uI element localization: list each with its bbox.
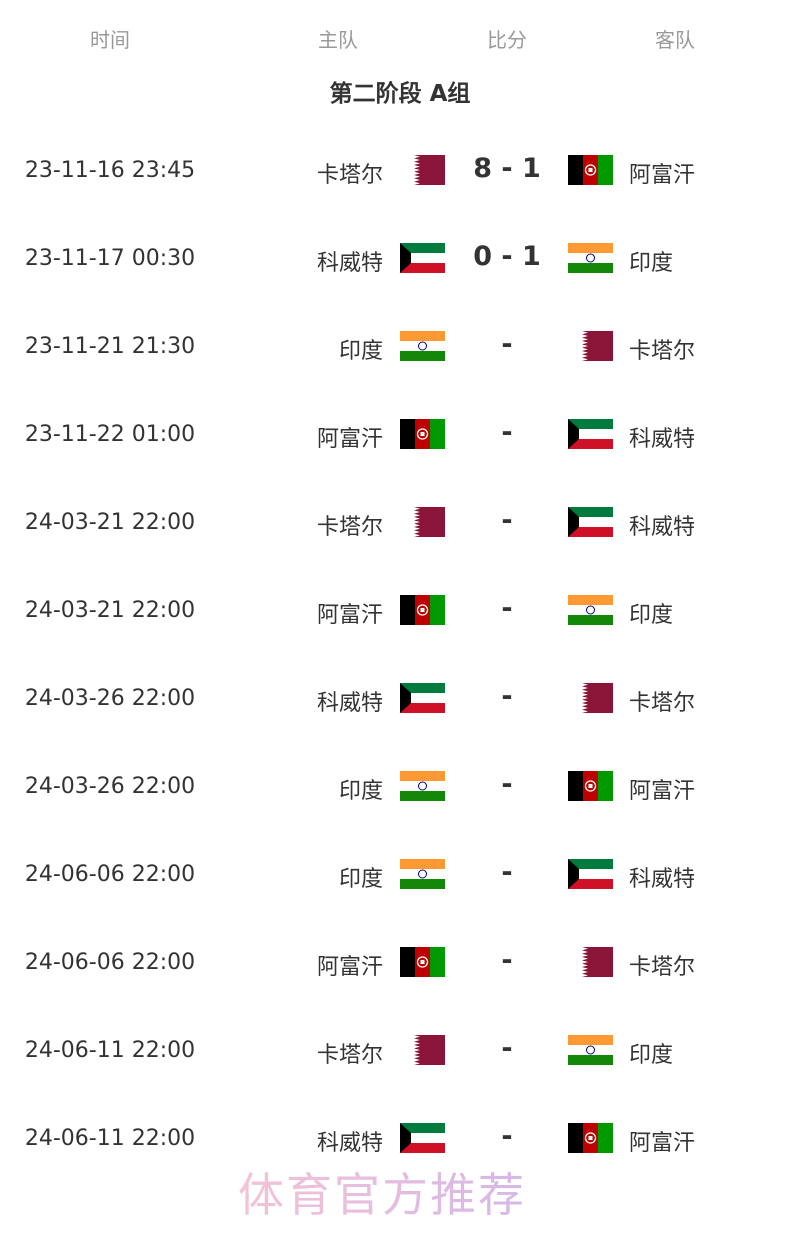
afghanistan-flag	[400, 419, 445, 449]
match-time: 23-11-17 00:30	[24, 246, 196, 271]
kuwait-flag	[400, 1123, 445, 1153]
away-team: 阿富汗	[629, 779, 696, 804]
away-team: 科威特	[629, 867, 696, 892]
kuwait-flag	[568, 859, 613, 889]
home-team: 印度	[338, 779, 383, 804]
match-time: 23-11-16 23:45	[24, 158, 196, 183]
match-score: -	[501, 769, 513, 800]
match-score: -	[501, 505, 513, 536]
match-score: -	[501, 681, 513, 712]
match-row[interactable]: 24-03-26 22:00 印度 - 阿富汗	[0, 756, 800, 816]
match-row[interactable]: 23-11-16 23:45 卡塔尔 8 - 1 阿富汗	[0, 140, 800, 200]
afghanistan-flag	[568, 155, 613, 185]
home-team: 印度	[338, 339, 383, 364]
match-row[interactable]: 24-03-21 22:00 阿富汗 - 印度	[0, 580, 800, 640]
india-flag	[568, 595, 613, 625]
match-time: 24-03-26 22:00	[24, 686, 196, 711]
kuwait-flag	[568, 507, 613, 537]
home-team: 阿富汗	[316, 955, 383, 980]
match-row[interactable]: 24-03-26 22:00 科威特 - 卡塔尔	[0, 668, 800, 728]
match-time: 24-06-06 22:00	[24, 862, 196, 887]
india-flag	[400, 331, 445, 361]
home-team: 卡塔尔	[316, 163, 383, 188]
away-team: 印度	[629, 603, 674, 628]
away-team: 科威特	[629, 515, 696, 540]
match-score: -	[501, 329, 513, 360]
header-home: 主队	[318, 28, 358, 52]
away-team: 印度	[629, 251, 674, 276]
away-team: 科威特	[629, 427, 696, 452]
match-score: -	[501, 1121, 513, 1152]
kuwait-flag	[568, 419, 613, 449]
match-row[interactable]: 23-11-22 01:00 阿富汗 - 科威特	[0, 404, 800, 464]
india-flag	[400, 859, 445, 889]
qatar-flag	[568, 947, 613, 977]
match-score: 8 - 1	[473, 153, 541, 184]
match-time: 23-11-21 21:30	[24, 334, 196, 359]
afghanistan-flag	[568, 771, 613, 801]
header-away: 客队	[655, 28, 695, 52]
home-team: 科威特	[316, 251, 383, 276]
match-time: 24-03-21 22:00	[24, 510, 196, 535]
match-time: 24-03-26 22:00	[24, 774, 196, 799]
afghanistan-flag	[568, 1123, 613, 1153]
home-team: 印度	[338, 867, 383, 892]
group-title: 第二阶段 A组	[329, 81, 471, 107]
home-team: 阿富汗	[316, 427, 383, 452]
match-row[interactable]: 24-06-06 22:00 阿富汗 - 卡塔尔	[0, 932, 800, 992]
away-team: 阿富汗	[629, 163, 696, 188]
qatar-flag	[568, 683, 613, 713]
qatar-flag	[400, 507, 445, 537]
watermark: 体育官方推荐	[238, 1168, 526, 1222]
qatar-flag	[400, 155, 445, 185]
away-team: 卡塔尔	[629, 955, 696, 980]
match-score: 0 - 1	[473, 241, 541, 272]
away-team: 阿富汗	[629, 1131, 696, 1156]
afghanistan-flag	[400, 595, 445, 625]
away-team: 卡塔尔	[629, 339, 696, 364]
match-row[interactable]: 24-06-11 22:00 卡塔尔 - 印度	[0, 1020, 800, 1080]
home-team: 卡塔尔	[316, 515, 383, 540]
home-team: 科威特	[316, 1131, 383, 1156]
home-team: 科威特	[316, 691, 383, 716]
match-time: 24-06-11 22:00	[24, 1038, 196, 1063]
match-row[interactable]: 23-11-17 00:30 科威特 0 - 1 印度	[0, 228, 800, 288]
match-row[interactable]: 24-06-11 22:00 科威特 - 阿富汗	[0, 1108, 800, 1168]
away-team: 印度	[629, 1043, 674, 1068]
match-score: -	[501, 1033, 513, 1064]
match-time: 24-06-06 22:00	[24, 950, 196, 975]
match-row[interactable]: 24-06-06 22:00 印度 - 科威特	[0, 844, 800, 904]
away-team: 卡塔尔	[629, 691, 696, 716]
match-row[interactable]: 23-11-21 21:30 印度 - 卡塔尔	[0, 316, 800, 376]
afghanistan-flag	[400, 947, 445, 977]
home-team: 卡塔尔	[316, 1043, 383, 1068]
match-row[interactable]: 24-03-21 22:00 卡塔尔 - 科威特	[0, 492, 800, 552]
kuwait-flag	[400, 683, 445, 713]
qatar-flag	[400, 1035, 445, 1065]
kuwait-flag	[400, 243, 445, 273]
match-time: 23-11-22 01:00	[24, 422, 196, 447]
match-time: 24-03-21 22:00	[24, 598, 196, 623]
india-flag	[568, 243, 613, 273]
header-score: 比分	[487, 28, 527, 52]
india-flag	[568, 1035, 613, 1065]
home-team: 阿富汗	[316, 603, 383, 628]
qatar-flag	[568, 331, 613, 361]
match-score: -	[501, 593, 513, 624]
india-flag	[400, 771, 445, 801]
match-score: -	[501, 417, 513, 448]
match-score: -	[501, 857, 513, 888]
header-time: 时间	[90, 28, 130, 52]
match-score: -	[501, 945, 513, 976]
match-time: 24-06-11 22:00	[24, 1126, 196, 1151]
